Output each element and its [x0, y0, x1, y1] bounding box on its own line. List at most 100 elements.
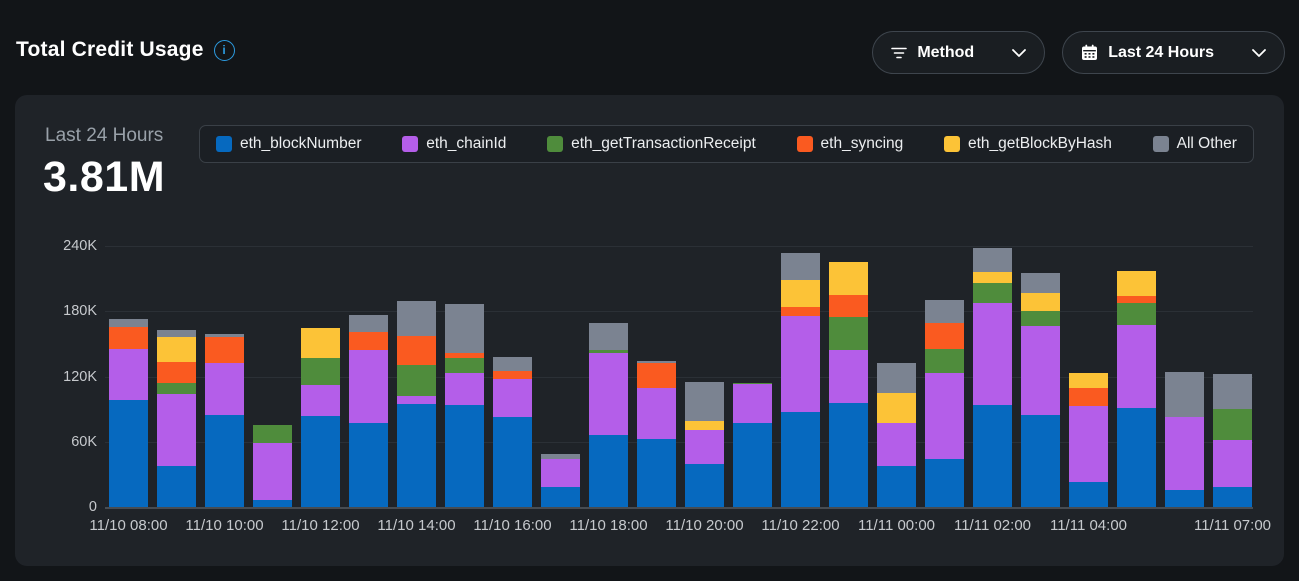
bar-segment-eth_chainId[interactable] — [157, 393, 196, 466]
bar-11-10-21-00[interactable] — [733, 383, 772, 507]
bar-11-10-14-00[interactable] — [397, 301, 436, 507]
bar-segment-eth_chainId[interactable] — [685, 429, 724, 464]
bar-segment-eth_blockNumber[interactable] — [1069, 482, 1108, 507]
bar-11-10-22-00[interactable] — [781, 252, 820, 507]
bar-segment-eth_chainId[interactable] — [397, 396, 436, 404]
info-icon[interactable]: i — [213, 39, 235, 61]
bar-segment-eth_blockNumber[interactable] — [637, 438, 676, 507]
bar-segment-All Other[interactable] — [637, 361, 676, 364]
bar-segment-eth_chainId[interactable] — [781, 315, 820, 413]
bar-segment-eth_syncing[interactable] — [109, 326, 148, 350]
bar-11-11-02-00[interactable] — [973, 248, 1012, 507]
bar-segment-All Other[interactable] — [973, 248, 1012, 273]
bar-11-10-16-00[interactable] — [493, 356, 532, 507]
bar-segment-eth_getTransactionReceipt[interactable] — [397, 364, 436, 397]
bar-segment-All Other[interactable] — [541, 453, 580, 460]
bar-segment-eth_syncing[interactable] — [925, 323, 964, 350]
bar-segment-eth_getTransactionReceipt[interactable] — [253, 425, 292, 443]
bar-segment-eth_chainId[interactable] — [349, 350, 388, 424]
legend-item[interactable]: eth_syncing — [796, 135, 903, 153]
bar-segment-eth_syncing[interactable] — [1069, 388, 1108, 406]
bar-segment-eth_getBlockByHash[interactable] — [301, 327, 340, 359]
bar-segment-eth_blockNumber[interactable] — [1165, 489, 1204, 507]
bar-segment-eth_chainId[interactable] — [877, 423, 916, 466]
legend-item[interactable]: eth_chainId — [402, 135, 506, 153]
bar-segment-eth_chainId[interactable] — [973, 302, 1012, 405]
bar-segment-eth_getTransactionReceipt[interactable] — [1213, 409, 1252, 440]
bar-segment-eth_chainId[interactable] — [109, 349, 148, 401]
bar-segment-eth_syncing[interactable] — [781, 306, 820, 316]
bar-11-11-03-00[interactable] — [1021, 273, 1060, 507]
bar-segment-eth_syncing[interactable] — [397, 336, 436, 365]
bar-segment-eth_syncing[interactable] — [637, 363, 676, 389]
bar-segment-All Other[interactable] — [925, 300, 964, 324]
bar-segment-All Other[interactable] — [781, 252, 820, 280]
bar-segment-eth_chainId[interactable] — [1165, 416, 1204, 490]
bar-segment-eth_blockNumber[interactable] — [1213, 487, 1252, 507]
bar-11-11-04-00[interactable] — [1069, 373, 1108, 507]
bar-segment-eth_blockNumber[interactable] — [205, 414, 244, 507]
bar-segment-eth_blockNumber[interactable] — [925, 459, 964, 507]
bar-segment-eth_getBlockByHash[interactable] — [1069, 373, 1108, 389]
bar-11-11-06-00[interactable] — [1165, 372, 1204, 507]
bar-segment-eth_chainId[interactable] — [1117, 325, 1156, 409]
bar-segment-eth_getTransactionReceipt[interactable] — [589, 350, 628, 353]
bar-segment-All Other[interactable] — [109, 318, 148, 327]
bar-segment-eth_blockNumber[interactable] — [973, 404, 1012, 507]
bar-segment-All Other[interactable] — [685, 381, 724, 422]
bar-segment-eth_getBlockByHash[interactable] — [157, 337, 196, 363]
bar-segment-eth_blockNumber[interactable] — [253, 500, 292, 507]
bar-11-10-11-00[interactable] — [253, 425, 292, 507]
bar-segment-eth_blockNumber[interactable] — [109, 400, 148, 507]
bar-segment-eth_chainId[interactable] — [829, 350, 868, 403]
bar-11-10-20-00[interactable] — [685, 381, 724, 507]
bar-segment-eth_syncing[interactable] — [205, 337, 244, 364]
bar-segment-eth_blockNumber[interactable] — [733, 423, 772, 507]
bar-segment-eth_getTransactionReceipt[interactable] — [445, 358, 484, 374]
bar-segment-eth_chainId[interactable] — [301, 385, 340, 416]
bar-segment-eth_blockNumber[interactable] — [157, 465, 196, 507]
legend-item[interactable]: eth_getTransactionReceipt — [547, 135, 756, 153]
bar-segment-eth_blockNumber[interactable] — [349, 423, 388, 507]
bar-segment-eth_blockNumber[interactable] — [781, 412, 820, 507]
bar-segment-eth_getBlockByHash[interactable] — [1117, 271, 1156, 297]
bar-segment-eth_getBlockByHash[interactable] — [829, 262, 868, 295]
bar-segment-eth_syncing[interactable] — [829, 294, 868, 317]
bar-segment-eth_blockNumber[interactable] — [877, 465, 916, 507]
bar-segment-eth_syncing[interactable] — [445, 352, 484, 359]
bar-segment-eth_getTransactionReceipt[interactable] — [973, 283, 1012, 303]
bar-segment-eth_chainId[interactable] — [205, 363, 244, 415]
bar-segment-All Other[interactable] — [445, 303, 484, 353]
bar-segment-eth_getTransactionReceipt[interactable] — [925, 349, 964, 374]
bar-segment-eth_getBlockByHash[interactable] — [685, 421, 724, 430]
bar-segment-eth_blockNumber[interactable] — [829, 402, 868, 507]
bar-segment-All Other[interactable] — [157, 329, 196, 338]
bar-segment-All Other[interactable] — [493, 356, 532, 372]
bar-segment-eth_blockNumber[interactable] — [589, 435, 628, 507]
bar-11-10-19-00[interactable] — [637, 361, 676, 507]
bar-segment-eth_chainId[interactable] — [1021, 326, 1060, 415]
method-filter-dropdown[interactable]: Method — [872, 31, 1046, 74]
bar-segment-eth_syncing[interactable] — [349, 331, 388, 351]
bar-segment-eth_syncing[interactable] — [493, 371, 532, 379]
bar-segment-All Other[interactable] — [1165, 372, 1204, 417]
bar-11-10-17-00[interactable] — [541, 453, 580, 507]
bar-segment-eth_getTransactionReceipt[interactable] — [157, 383, 196, 394]
bar-segment-eth_blockNumber[interactable] — [1021, 414, 1060, 507]
bar-11-10-12-00[interactable] — [301, 327, 340, 507]
bar-11-10-08-00[interactable] — [109, 318, 148, 507]
bar-segment-All Other[interactable] — [205, 334, 244, 338]
bar-segment-eth_chainId[interactable] — [1069, 405, 1108, 482]
bar-segment-eth_getBlockByHash[interactable] — [1021, 292, 1060, 312]
bar-segment-All Other[interactable] — [1021, 273, 1060, 293]
bar-11-11-00-00[interactable] — [877, 363, 916, 507]
bar-segment-eth_blockNumber[interactable] — [493, 416, 532, 507]
bar-segment-eth_chainId[interactable] — [493, 378, 532, 417]
bar-11-10-18-00[interactable] — [589, 323, 628, 507]
bar-segment-eth_getBlockByHash[interactable] — [781, 279, 820, 307]
bar-segment-eth_getTransactionReceipt[interactable] — [301, 358, 340, 386]
bar-11-10-09-00[interactable] — [157, 329, 196, 507]
bar-11-11-07-00[interactable] — [1213, 374, 1252, 507]
bar-segment-All Other[interactable] — [589, 323, 628, 351]
bar-segment-eth_getBlockByHash[interactable] — [973, 272, 1012, 283]
